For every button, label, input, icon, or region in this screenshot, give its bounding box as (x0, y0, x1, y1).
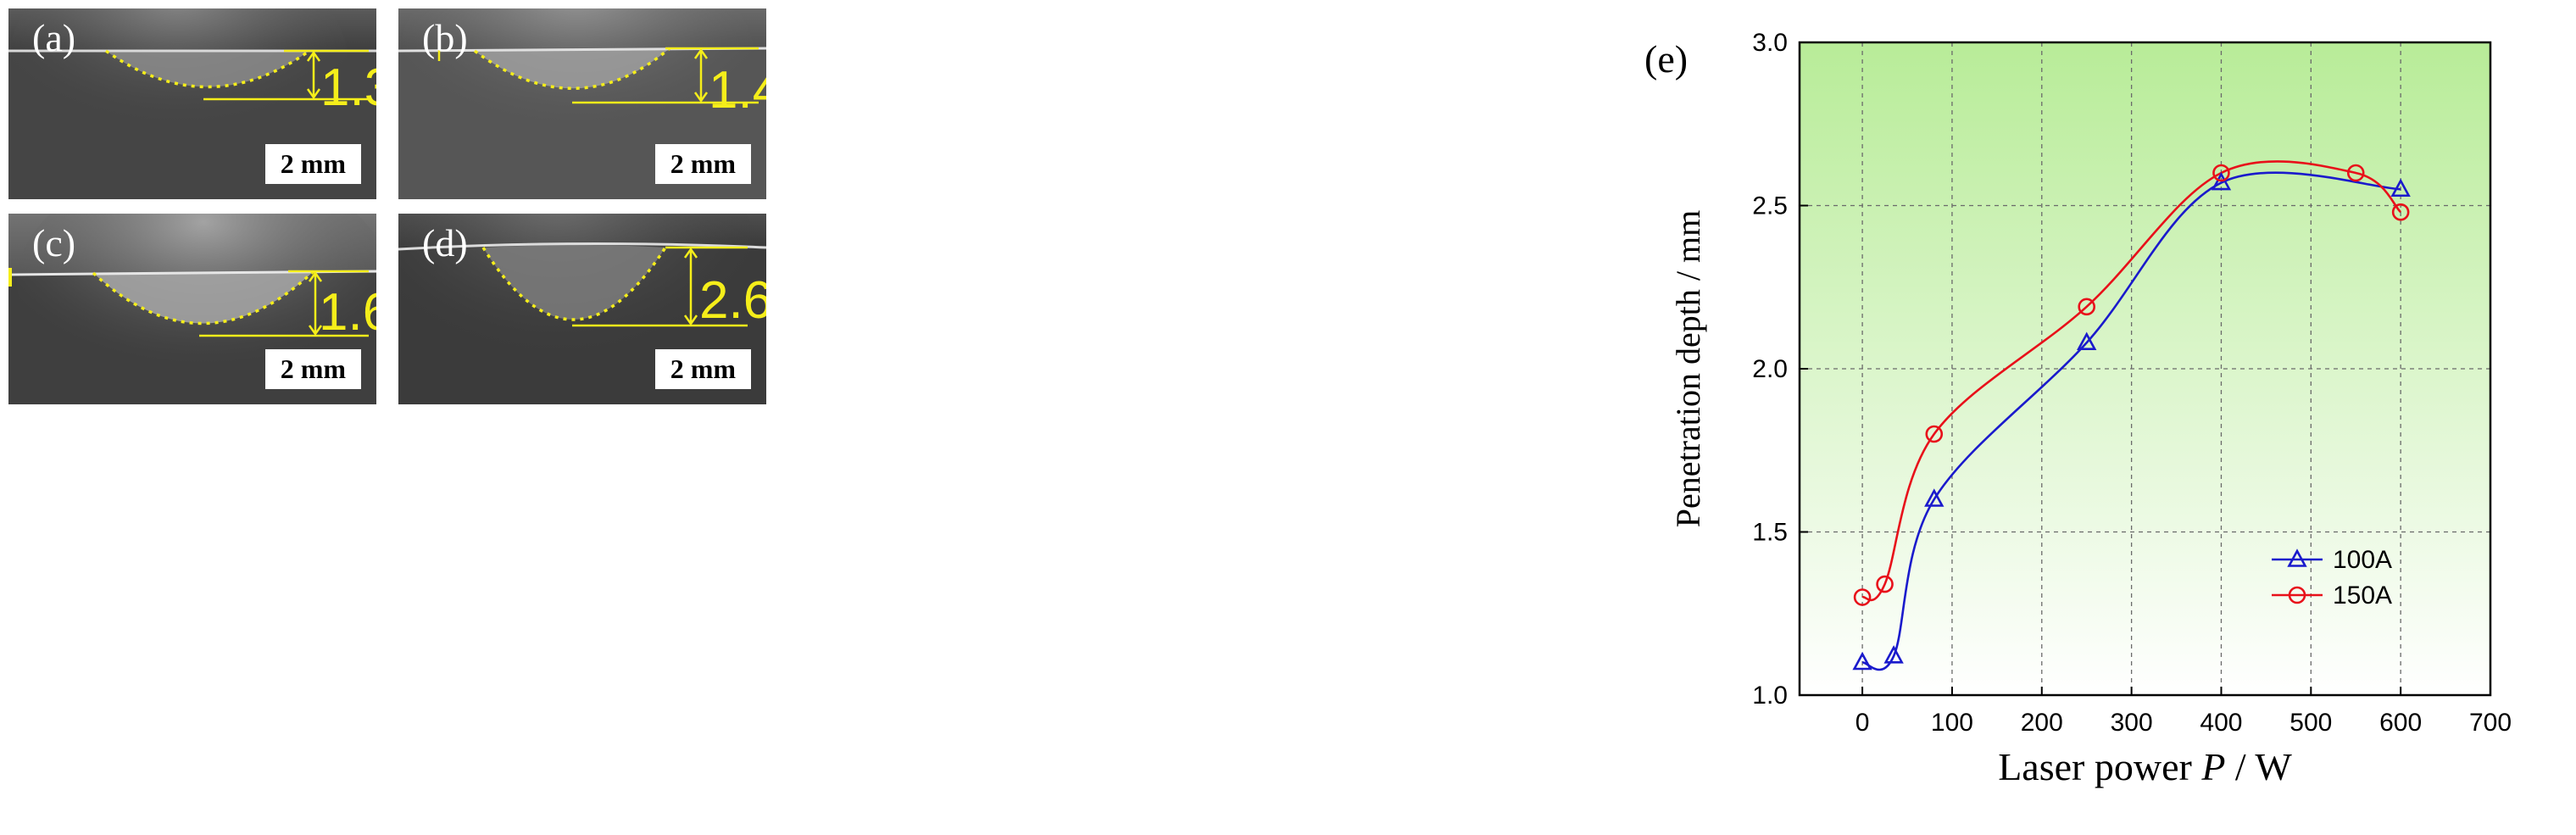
micrograph-a-image (8, 8, 376, 199)
fit-curve-100A (1861, 171, 2401, 671)
depth-value-d: 2.6 (699, 271, 766, 330)
plot-background (1800, 42, 2490, 695)
x-tick-label: 400 (2200, 709, 2242, 737)
tick-labels: 0 100 200 300 400 500 600 700 1.0 1.5 2.0 2.5 3.0 (1752, 29, 2512, 737)
panel-label-a: (a) (32, 16, 76, 59)
panel-label-c: (c) (32, 221, 76, 264)
micrograph-a: (a) 1.3 2 mm (8, 8, 376, 199)
scale-bar-a: 2 mm (264, 143, 361, 184)
data-point-100A (2211, 171, 2232, 191)
x-tick-label: 100 (1931, 709, 1973, 737)
y-tick-label: 1.0 (1752, 682, 1788, 710)
scale-bar-c: 2 mm (264, 348, 361, 389)
data-point-100A (1924, 488, 1945, 507)
micrograph-b: (b) 1.4 2 mm (398, 8, 766, 199)
data-point-150A (2391, 203, 2410, 221)
legend-label-100A: 100A (2333, 546, 2392, 574)
depth-value-a: 1.3 (320, 58, 376, 117)
x-axis-label: Laser power P / W (1998, 745, 2292, 788)
x-tick-label: 300 (2111, 709, 2153, 737)
fit-curve-150A (1861, 160, 2402, 602)
y-axis-label: Penetration depth / mm (1669, 210, 1707, 527)
depth-value-b: 1.4 (709, 61, 766, 120)
axes (1798, 41, 2492, 697)
panel-label-b: (b) (422, 16, 468, 59)
legend-marker-100A (2287, 548, 2307, 567)
y-tick-label: 3.0 (1752, 29, 1788, 57)
micrograph-c: (c) 1.65 2 mm (8, 214, 376, 404)
x-tick-label: 700 (2469, 709, 2512, 737)
legend-label-150A: 150A (2333, 582, 2392, 610)
y-tick-label: 1.5 (1752, 519, 1788, 547)
data-point-100A (1852, 651, 1872, 671)
x-axis-label-suffix: / W (2225, 745, 2292, 788)
penetration-depth-chart: 0 100 200 300 400 500 600 700 1.0 1.5 2.0 2.5 3.0 10… (1611, 0, 2576, 831)
x-tick-label: 0 (1855, 709, 1870, 737)
data-point-100A (1883, 645, 1904, 664)
depth-value-c: 1.65 (319, 283, 376, 342)
data-point-150A (1853, 588, 1872, 606)
legend: 100A 150A (2272, 546, 2392, 610)
plot-frame (1798, 41, 2492, 697)
panel-label-e: (e) (1644, 37, 1688, 81)
x-axis-label-prefix: Laser power (1998, 745, 2201, 788)
data-point-100A (2390, 178, 2411, 198)
data-point-150A (2078, 298, 2096, 316)
panel-label-d: (d) (422, 221, 468, 264)
legend-marker-150A (2288, 586, 2306, 604)
micrograph-d: (d) 2.6 2 mm (398, 214, 766, 404)
data-point-150A (1925, 425, 1944, 443)
scale-bar-d: 2 mm (654, 348, 751, 389)
y-tick-label: 2.0 (1752, 355, 1788, 383)
x-tick-label: 600 (2379, 709, 2422, 737)
x-axis-label-var: P (2200, 745, 2225, 788)
y-tick-label: 2.5 (1752, 192, 1788, 220)
scale-bar-b: 2 mm (654, 143, 751, 184)
data-point-150A (2346, 164, 2365, 182)
chart-svg: 0 100 200 300 400 500 600 700 1.0 1.5 2.0 2.5 3.0 10… (1644, 29, 2512, 788)
data-point-100A (2077, 331, 2097, 351)
data-markers (1852, 164, 2411, 671)
data-point-150A (1876, 575, 1894, 593)
x-tick-label: 500 (2289, 709, 2332, 737)
data-point-150A (2212, 164, 2230, 182)
x-tick-label: 200 (2021, 709, 2063, 737)
fit-curves (1861, 160, 2402, 671)
